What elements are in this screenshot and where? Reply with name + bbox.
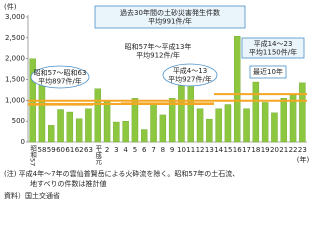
y-tick-label: 2,000 — [5, 55, 25, 63]
bar — [187, 79, 194, 143]
y-tick-label: 1,500 — [5, 76, 25, 84]
x-tick-label: 7 — [151, 146, 155, 154]
y-tick-label: 1,000 — [5, 96, 25, 104]
x-tick-label: 14 — [214, 146, 223, 154]
y-tick-label: 3,000 — [5, 13, 25, 21]
bar — [168, 98, 176, 143]
x-tick-label: 6 — [142, 146, 147, 154]
x-tick-label: 23 — [298, 146, 307, 154]
y-unit: (件) — [4, 2, 17, 11]
bar — [206, 118, 213, 143]
x-tick-label: 13 — [205, 146, 214, 154]
x-tick-label: 平成元 — [94, 145, 102, 166]
annotation-ellipse — [30, 65, 90, 89]
x-tick-label: 17 — [242, 146, 251, 154]
x-tick-label: 62 — [75, 146, 84, 154]
annotation-text: 昭和57～昭和63 — [34, 68, 87, 77]
annotation-text: 平均927件/年 — [168, 74, 212, 83]
bar — [122, 121, 129, 143]
bar — [261, 102, 269, 143]
bar — [66, 111, 74, 143]
bar — [252, 81, 260, 143]
x-tick-label: 18 — [251, 146, 260, 154]
bar — [113, 121, 120, 143]
x-tick-label: 15 — [223, 146, 232, 154]
x-tick-label: 3 — [114, 146, 118, 154]
bar — [94, 88, 101, 143]
annotation-text: 過去30年間の土砂災害発生件数 — [120, 8, 220, 17]
bar — [103, 100, 111, 143]
annotation-box — [94, 5, 246, 29]
annotation-text: 平均1150件/年 — [249, 47, 297, 56]
x-unit: (年) — [297, 155, 310, 164]
bar — [159, 114, 167, 143]
annotation-box — [241, 37, 305, 59]
x-tick-label: 19 — [261, 146, 270, 154]
bar — [280, 98, 287, 143]
x-tick-label: 16 — [233, 146, 242, 154]
bar — [48, 125, 55, 143]
x-tick-label: 12 — [196, 146, 205, 154]
bar — [150, 103, 157, 143]
x-tick-label: 22 — [289, 146, 298, 154]
bar — [234, 36, 241, 143]
annotation-text: 平成4～13 — [173, 66, 207, 75]
x-tick-label: 11 — [186, 146, 195, 154]
note: 地すべりの件数は推計値 — [30, 179, 107, 188]
x-tick-label: 61 — [65, 146, 74, 154]
annotation-text: 平均897件/年 — [38, 76, 82, 85]
bar — [57, 109, 64, 143]
x-tick-label: 8 — [161, 146, 165, 154]
bar — [243, 108, 250, 143]
x-tick-label: 昭和57 — [29, 145, 37, 167]
note: 資料）国土交通省 — [4, 191, 60, 200]
bar — [196, 108, 204, 143]
bar — [224, 104, 232, 143]
annotation-ellipse — [162, 63, 218, 87]
annotation-text: 平均912件/年 — [136, 50, 180, 59]
x-tick-label: 59 — [47, 146, 56, 154]
x-tick-label: 2 — [105, 146, 109, 154]
x-tick-label: 63 — [84, 146, 93, 154]
y-tick-label: 500 — [12, 117, 25, 125]
bar — [85, 108, 92, 143]
bar — [75, 118, 83, 143]
x-tick-label: 9 — [170, 146, 174, 154]
badge-box — [249, 65, 287, 79]
x-tick-label: 10 — [177, 146, 186, 154]
annotation-text: 昭和57年～平成13年 — [125, 42, 192, 51]
x-tick-label: 20 — [270, 146, 279, 154]
x-tick-label: 58 — [37, 146, 46, 154]
note: (注) 平成4年～7年の雲仙普賢岳による火砕流を除く。昭和57年の土石流、 — [4, 169, 239, 178]
bar — [141, 129, 148, 143]
x-tick-label: 4 — [123, 146, 128, 154]
bar — [271, 112, 278, 143]
bar — [289, 94, 297, 143]
annotation-text: 平成14～23 — [254, 39, 293, 48]
bar — [215, 108, 222, 143]
x-tick-label: 5 — [133, 146, 137, 154]
y-tick-label: 0 — [21, 138, 25, 146]
y-tick-label: 2,500 — [5, 34, 25, 42]
x-tick-label: 60 — [56, 146, 65, 154]
bar — [131, 98, 139, 143]
annotation-text: 平均991件/年 — [148, 16, 192, 25]
badge: 最近10年 — [253, 67, 283, 76]
x-tick-label: 21 — [279, 146, 288, 154]
bar — [299, 82, 306, 143]
